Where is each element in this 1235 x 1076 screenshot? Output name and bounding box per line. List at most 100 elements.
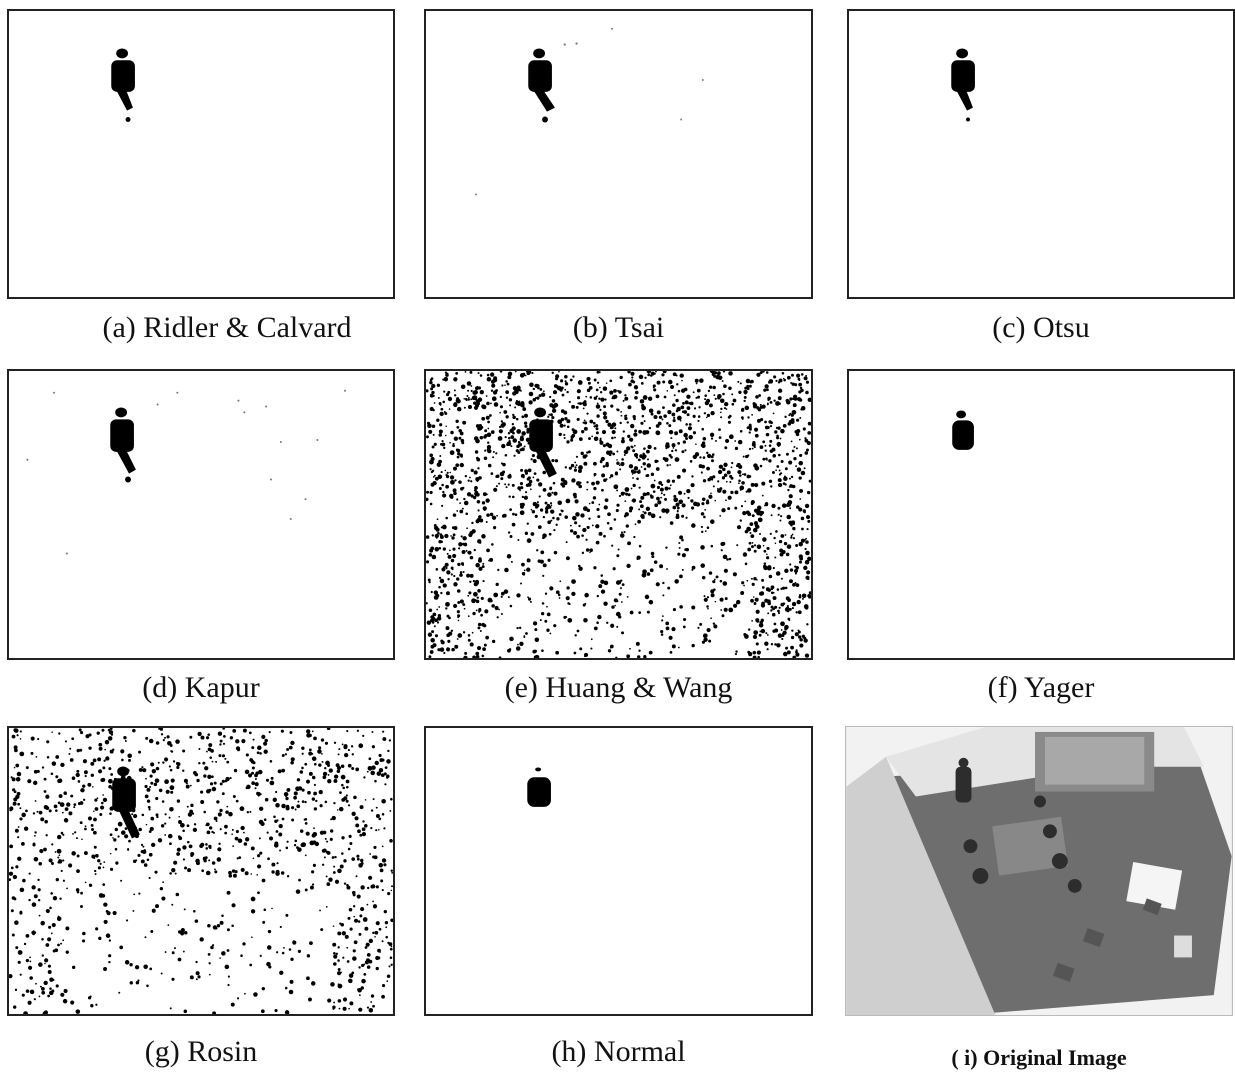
noise-speck [219,828,222,831]
noise-speck [102,766,106,770]
noise-speck [92,786,94,788]
noise-speck [593,626,598,631]
noise-speck [785,399,791,405]
noise-speck [463,607,466,610]
noise-speck [736,602,739,605]
noise-speck [258,837,261,840]
noise-speck [238,856,242,860]
noise-speck [10,909,14,913]
noise-speck [90,823,94,827]
noise-speck [609,379,613,383]
noise-speck [734,652,738,656]
noise-speck [682,469,685,472]
noise-speck [281,768,286,773]
noise-speck [12,801,17,806]
noise-speck [13,766,16,769]
noise-speck [456,398,461,404]
noise-speck [432,643,437,648]
noise-speck [243,842,248,846]
noise-speck [777,513,780,516]
noise-speck [573,530,578,535]
noise-speck [360,885,365,890]
panel-d-kapur [7,369,395,660]
noise-speck [113,838,117,842]
noise-speck [221,951,226,956]
noise-speck [599,460,603,464]
noise-speck [271,907,273,910]
noise-speck [306,976,310,981]
noise-speck [358,994,361,997]
noise-speck [155,741,160,745]
noise-speck [29,960,32,963]
noise-speck [447,554,452,559]
noise-speck [633,535,636,539]
noise-speck [650,551,655,556]
noise-speck [338,748,341,751]
noise-speck [640,504,644,509]
noise-speck [487,463,492,468]
noise-speck [791,533,794,536]
noise-speck [171,951,175,955]
noise-speck [456,577,460,581]
noise-speck [538,394,542,398]
noise-speck [631,473,634,475]
noise-speck [438,546,442,550]
noise-speck [44,962,46,965]
noise-speck [593,461,597,466]
noise-speck [88,883,93,887]
noise-speck [726,470,731,475]
noise-speck [176,799,181,803]
noise-speck [236,997,240,1000]
noise-speck [767,612,770,615]
noise-speck [585,548,590,552]
noise-speck [478,476,482,480]
noise-speck [629,647,631,650]
noise-speck [11,734,16,739]
noise-speck [169,842,172,846]
noise-speck [101,777,106,782]
noise-speck [607,422,612,427]
noise-speck [805,374,808,377]
noise-speck [129,963,133,967]
noise-speck [97,757,102,762]
noise-speck [137,979,140,982]
noise-speck [507,596,510,599]
noise-speck [32,842,36,846]
noise-speck [332,942,337,947]
noise-speck [325,906,328,908]
noise-speck [109,867,114,871]
noise-speck [389,956,393,959]
noise-speck [549,395,552,399]
noise-speck [244,769,250,775]
noise-speck [777,478,782,483]
noise-speck [646,572,651,576]
noise-speck [694,378,699,383]
noise-speck [520,401,525,406]
noise-speck [752,596,755,598]
noise-speck [662,581,665,585]
noise-speck [609,476,612,479]
noise-speck [257,854,261,858]
noise-speck [269,760,273,763]
noise-speck [524,469,528,473]
noise-speck [755,395,759,399]
noise-speck [782,586,786,590]
noise-speck [589,548,593,552]
noise-speck [141,813,145,817]
noise-speck [566,440,570,444]
noise-speck [637,655,641,658]
noise-speck [41,937,44,941]
noise-speck [486,513,490,517]
noise-speck [640,382,644,385]
noise-speck [691,475,694,478]
noise-speck [337,931,342,936]
noise-speck [777,609,780,613]
noise-speck [736,544,739,547]
noise-speck [364,824,368,828]
noise-speck [256,791,260,796]
noise-speck [640,466,643,468]
noise-speck [467,594,470,597]
noise-speck [517,643,519,646]
noise-speck [308,748,312,752]
noise-speck [83,770,88,775]
